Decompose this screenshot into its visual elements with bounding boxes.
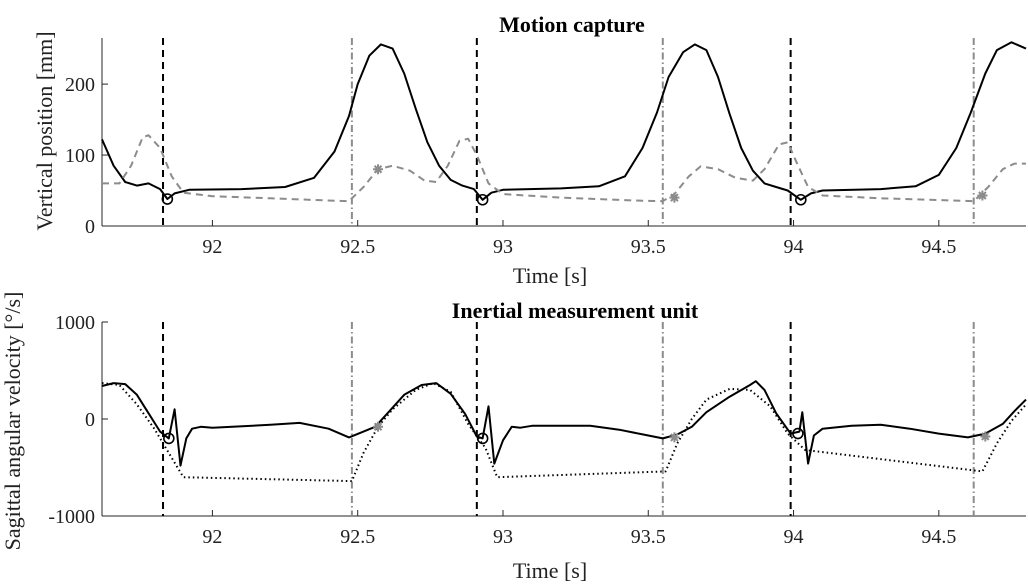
y-tick-label: -1000 [48, 506, 95, 528]
x-tick-label: 92.5 [340, 526, 375, 548]
event-marker-circle [792, 427, 804, 440]
event-marker-circle [163, 432, 175, 445]
series-line [101, 382, 1027, 483]
x-tick-label: 92 [202, 526, 222, 548]
panel-title: Motion capture [499, 12, 645, 37]
y-tick-label: 0 [85, 216, 95, 238]
event-marker-circle [161, 193, 174, 205]
event-marker-circle [795, 193, 807, 206]
event-marker-asterisk [980, 431, 991, 442]
event-marker-asterisk [669, 432, 680, 443]
plot-area: 92 92.5 93 93.5 94 94.5 0 100 200 [65, 38, 1027, 258]
x-tick-label: 94 [784, 526, 804, 548]
motion-capture-panel: Motion capture Time [s] Vertical positio… [32, 12, 1027, 288]
event-marker-asterisk [669, 192, 680, 203]
series-line [101, 380, 1027, 467]
event-marker-circle [476, 193, 489, 206]
x-tick-label: 93.5 [631, 526, 666, 548]
plot-area: 92 92.5 93 93.5 94 94.5 -1000 0 1000 [48, 312, 1027, 548]
x-tick-label: 93.5 [631, 236, 666, 258]
event-marker-circle [476, 432, 489, 445]
panel-title: Inertial measurement unit [452, 298, 699, 323]
event-marker-asterisk [373, 164, 384, 175]
x-tick-label: 94.5 [921, 526, 956, 548]
y-tick-label: 1000 [55, 312, 95, 334]
x-tick-label: 94.5 [921, 236, 956, 258]
y-tick-label: 200 [65, 74, 95, 96]
x-tick-label: 92.5 [340, 236, 375, 258]
x-tick-label: 92 [202, 236, 222, 258]
event-marker-asterisk [977, 190, 988, 201]
x-axis-label: Time [s] [513, 263, 587, 288]
event-marker-asterisk [373, 421, 384, 432]
imu-panel: Inertial measurement unit Time [s] Sagit… [0, 292, 1027, 583]
x-tick-label: 93 [493, 236, 513, 258]
x-tick-label: 93 [493, 526, 513, 548]
y-axis-label: Vertical position [mm] [32, 31, 57, 230]
x-axis-label: Time [s] [513, 558, 587, 583]
y-tick-label: 0 [85, 409, 95, 431]
series-line [101, 41, 1027, 201]
y-axis-label: Sagittal angular velocity [°/s] [0, 292, 25, 551]
y-tick-label: 100 [65, 145, 95, 167]
series-line [102, 134, 1026, 203]
x-tick-label: 94 [784, 236, 804, 258]
